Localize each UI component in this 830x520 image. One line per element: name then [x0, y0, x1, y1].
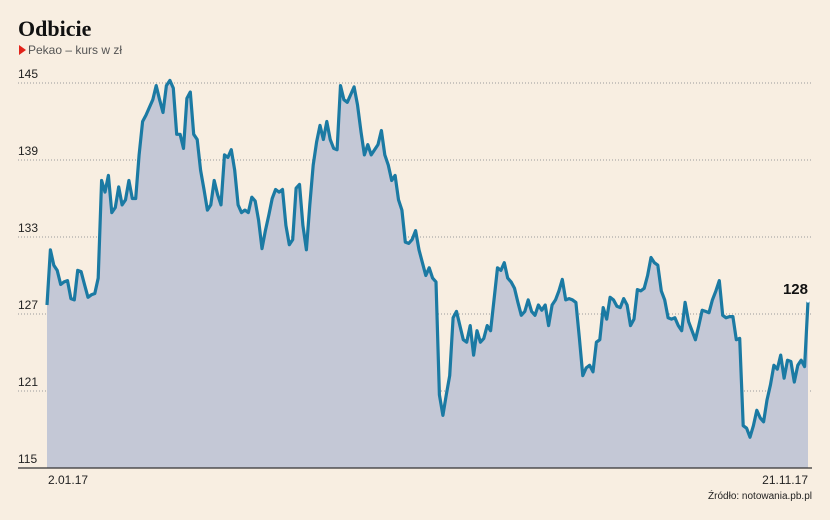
line	[45, 78, 810, 439]
subtitle-marker	[19, 45, 26, 55]
y-tick-label: 145	[18, 67, 38, 81]
y-tick-label: 133	[18, 221, 38, 235]
y-tick-label: 115	[18, 452, 37, 466]
end-point	[806, 299, 810, 303]
x-tick-label: 21.11.17	[762, 473, 808, 487]
y-tick-label: 127	[18, 298, 38, 312]
source: Źródło: notowania.pb.pl	[708, 489, 812, 502]
chart-title: Odbicie	[18, 16, 92, 41]
y-tick-label: 139	[18, 144, 38, 158]
y-tick-label: 121	[18, 375, 38, 389]
end-label: 128	[783, 281, 808, 298]
x-tick-label: 2.01.17	[48, 473, 88, 487]
chart-subtitle: Pekao – kurs w zł	[28, 43, 122, 57]
